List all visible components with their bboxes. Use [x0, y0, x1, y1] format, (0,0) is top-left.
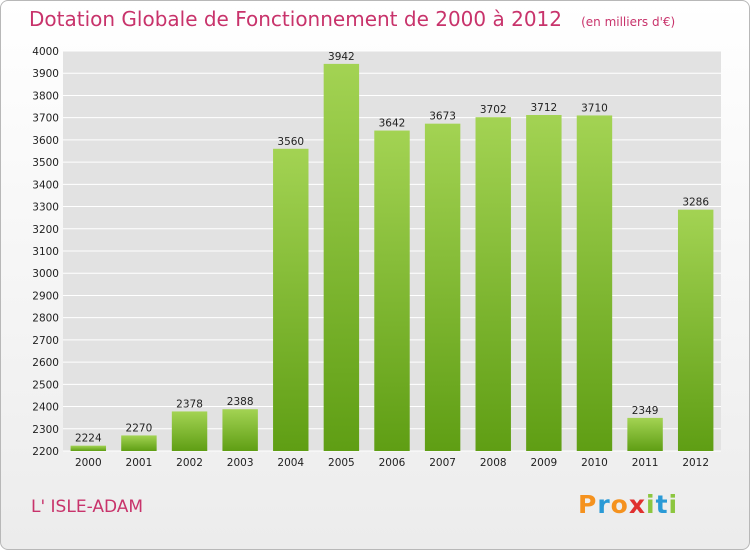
y-tick-label: 2600: [32, 357, 59, 369]
x-tick-label: 2009: [530, 457, 557, 469]
x-tick-label: 2011: [632, 457, 659, 469]
title-row: Dotation Globale de Fonctionnement de 20…: [29, 7, 675, 31]
logo-letter: x: [628, 490, 646, 519]
bar: [576, 115, 613, 451]
logo-letter: i: [646, 490, 656, 519]
y-tick-label: 4000: [32, 46, 59, 58]
y-tick-label: 3200: [32, 224, 59, 236]
y-tick-label: 2800: [32, 313, 59, 325]
y-axis-ticks: 2200 2300 2400 2500 2600 2700 2800 2900 3000 3100…: [32, 46, 59, 458]
bar: [121, 435, 157, 451]
bar: [323, 63, 360, 452]
y-tick-label: 2900: [32, 290, 59, 302]
y-tick-label: 3500: [32, 157, 59, 169]
bar: [374, 130, 410, 452]
y-tick-label: 3100: [32, 246, 59, 258]
data-label: 3710: [581, 102, 608, 114]
x-tick-label: 2004: [277, 457, 304, 469]
bar: [424, 123, 461, 452]
data-label: 3942: [328, 51, 355, 63]
x-tick-label: 2010: [581, 457, 608, 469]
y-tick-label: 2200: [32, 446, 59, 458]
x-tick-label: 2005: [328, 457, 355, 469]
bar: [677, 209, 714, 451]
x-tick-label: 2008: [480, 457, 507, 469]
bar: [171, 411, 208, 451]
y-tick-label: 2700: [32, 335, 59, 347]
bar: [222, 409, 258, 451]
data-label: 3702: [480, 104, 507, 116]
x-tick-label: 2000: [75, 457, 102, 469]
logo-letter: r: [597, 490, 611, 519]
y-tick-label: 2400: [32, 402, 59, 414]
bar-chart: 2200 2300 2400 2500 2600 2700 2800 2900 3000 3100…: [32, 46, 721, 469]
proxiti-logo[interactable]: Proxiti: [578, 490, 678, 519]
commune-name: L' ISLE-ADAM: [31, 497, 144, 517]
x-tick-label: 2001: [126, 457, 153, 469]
data-label: 3642: [379, 118, 406, 130]
chart-title: Dotation Globale de Fonctionnement de 20…: [29, 7, 562, 31]
y-tick-label: 3300: [32, 202, 59, 214]
y-tick-label: 3600: [32, 135, 59, 147]
bar: [526, 115, 562, 451]
x-axis-ticks: 2000 2001 2002 2003 2004 2005 2006 2007 2008 2009…: [75, 457, 709, 469]
x-tick-label: 2012: [682, 457, 709, 469]
logo-letter: i: [668, 490, 679, 519]
chart-subtitle: (en milliers d'€): [581, 15, 676, 29]
data-label: 3673: [429, 111, 456, 123]
y-tick-label: 3900: [32, 68, 59, 80]
x-tick-label: 2003: [227, 457, 254, 469]
logo-letter: t: [655, 490, 669, 519]
bar: [70, 445, 107, 451]
data-label: 2270: [126, 422, 153, 434]
data-label: 3286: [682, 197, 709, 209]
data-label: 2224: [75, 433, 102, 445]
bars: 2224 2270 2378 2388 3560 3942 3642 3673 3702 3712…: [70, 51, 714, 452]
y-tick-label: 2500: [32, 379, 59, 391]
x-tick-label: 2006: [379, 457, 406, 469]
data-label: 2388: [227, 396, 254, 408]
logo-letter: o: [610, 490, 629, 519]
bar: [627, 417, 663, 451]
data-label: 2378: [176, 398, 203, 410]
bar: [273, 148, 309, 451]
data-label: 2349: [632, 405, 659, 417]
y-tick-label: 3000: [32, 268, 59, 280]
data-label: 3712: [530, 102, 557, 114]
y-tick-label: 3700: [32, 113, 59, 125]
x-tick-label: 2007: [429, 457, 456, 469]
y-tick-label: 3400: [32, 179, 59, 191]
x-tick-label: 2002: [176, 457, 203, 469]
logo-letter: P: [578, 490, 598, 519]
y-tick-label: 3800: [32, 90, 59, 102]
data-label: 3560: [277, 136, 304, 148]
y-tick-label: 2300: [32, 424, 59, 436]
bar: [475, 117, 511, 451]
